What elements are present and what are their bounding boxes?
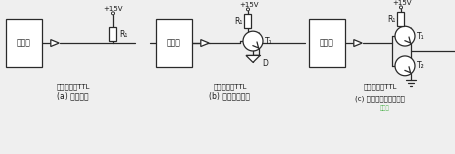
Bar bbox=[397, 12, 404, 26]
Text: +15V: +15V bbox=[391, 0, 411, 6]
Bar bbox=[6, 19, 42, 67]
Polygon shape bbox=[200, 40, 209, 47]
Polygon shape bbox=[353, 40, 361, 47]
Text: T₁: T₁ bbox=[416, 32, 424, 41]
Text: D: D bbox=[262, 59, 267, 68]
Polygon shape bbox=[245, 55, 259, 62]
Text: 集电极开路TTL: 集电极开路TTL bbox=[363, 83, 396, 90]
Text: 单片机: 单片机 bbox=[167, 38, 181, 48]
Text: (b) 快速开通输出: (b) 快速开通输出 bbox=[209, 91, 250, 100]
Text: 集电极开路TTL: 集电极开路TTL bbox=[56, 83, 90, 90]
Bar bbox=[244, 14, 251, 28]
Circle shape bbox=[243, 31, 263, 51]
Text: (a) 直接输出: (a) 直接输出 bbox=[57, 91, 89, 100]
Text: T₁: T₁ bbox=[264, 37, 272, 46]
Circle shape bbox=[246, 8, 249, 11]
Text: R₁: R₁ bbox=[234, 17, 243, 26]
Bar bbox=[156, 19, 192, 67]
Circle shape bbox=[399, 6, 402, 9]
Text: T₂: T₂ bbox=[416, 61, 424, 70]
Polygon shape bbox=[51, 40, 59, 47]
Text: 单片机: 单片机 bbox=[17, 38, 31, 48]
Text: 接线图: 接线图 bbox=[379, 106, 389, 111]
Text: +15V: +15V bbox=[239, 2, 258, 8]
Text: +15V: +15V bbox=[103, 6, 122, 12]
Text: 单片机: 单片机 bbox=[319, 38, 333, 48]
Bar bbox=[109, 27, 116, 41]
Bar bbox=[308, 19, 344, 67]
Text: 集电极开路TTL: 集电极开路TTL bbox=[213, 83, 246, 90]
Circle shape bbox=[111, 12, 114, 15]
Text: R₁: R₁ bbox=[119, 30, 127, 39]
Text: R₁: R₁ bbox=[387, 15, 395, 24]
Circle shape bbox=[394, 56, 414, 76]
Text: (c) 快速开通和关断输出: (c) 快速开通和关断输出 bbox=[354, 95, 404, 102]
Circle shape bbox=[394, 26, 414, 46]
